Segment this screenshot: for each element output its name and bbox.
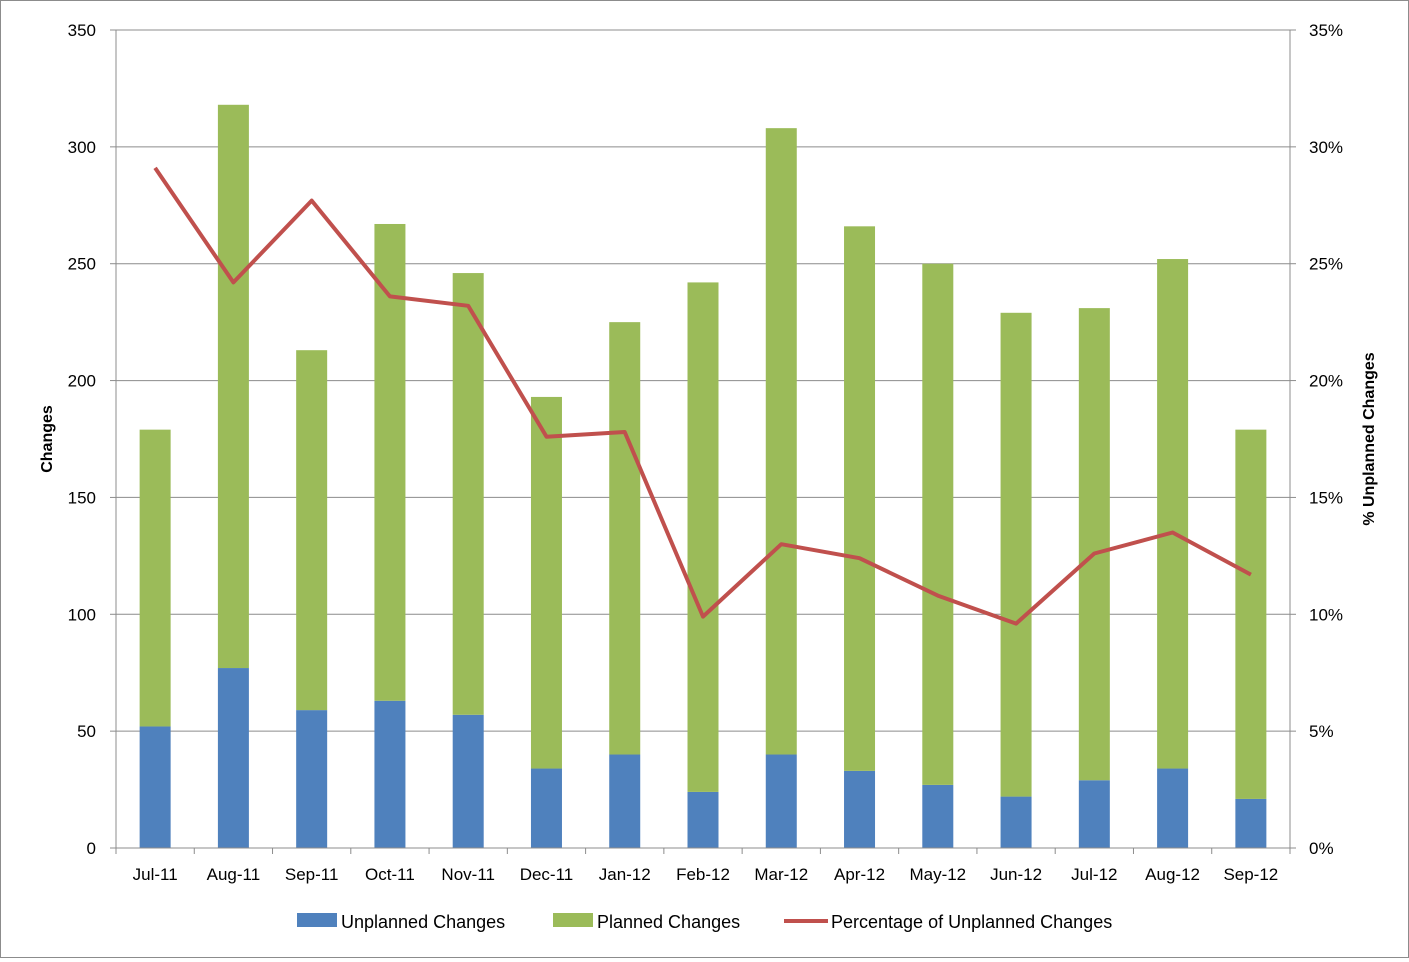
bar-planned xyxy=(296,350,328,711)
bar-planned xyxy=(1235,429,1267,799)
y2-tick-label: 15% xyxy=(1309,488,1343,507)
bar-planned xyxy=(844,226,876,771)
bars xyxy=(139,104,1267,848)
axes xyxy=(110,29,1296,854)
bar-unplanned xyxy=(922,784,954,848)
tick-labels: 0 0% 50 5% 100 10% 150 15% 200 20% 250 25% 300 30% 350… xyxy=(68,21,1343,884)
percentage-line xyxy=(153,166,1252,626)
x-tick-label: Sep-12 xyxy=(1223,865,1278,884)
legend: Unplanned Changes Planned Changes Percen… xyxy=(297,912,1112,932)
x-tick-label: Apr-12 xyxy=(834,865,885,884)
x-tick-label: Oct-11 xyxy=(365,865,415,884)
x-tick-label: Aug-11 xyxy=(207,865,261,884)
bar-unplanned xyxy=(687,791,719,848)
bar-planned xyxy=(374,223,406,701)
bar-planned xyxy=(1000,312,1032,797)
x-tick-label: Aug-12 xyxy=(1145,865,1200,884)
x-tick-label: Sep-11 xyxy=(285,865,339,884)
y2-axis-title: % Unplanned Changes xyxy=(1361,352,1378,525)
x-tick-label: Dec-11 xyxy=(520,865,574,884)
y2-tick-label: 20% xyxy=(1309,372,1343,391)
y2-tick-label: 5% xyxy=(1309,722,1334,741)
legend-label-percentage: Percentage of Unplanned Changes xyxy=(831,912,1112,932)
y-tick-label: 50 xyxy=(77,722,96,741)
x-tick-label: Jun-12 xyxy=(990,865,1042,884)
bar-unplanned xyxy=(296,710,328,848)
bar-unplanned xyxy=(1078,780,1110,848)
bar-planned xyxy=(922,263,954,785)
legend-swatch-planned xyxy=(553,913,593,927)
bar-unplanned xyxy=(844,770,876,848)
y2-tick-label: 10% xyxy=(1309,605,1343,624)
x-tick-label: Feb-12 xyxy=(676,865,730,884)
bar-unplanned xyxy=(1157,768,1189,848)
bar-planned xyxy=(217,104,249,669)
x-tick-label: Jan-12 xyxy=(599,865,651,884)
bar-planned xyxy=(530,396,562,769)
bar-planned xyxy=(452,273,484,715)
legend-label-unplanned: Unplanned Changes xyxy=(341,912,505,932)
bar-unplanned xyxy=(217,668,249,848)
y-tick-label: 0 xyxy=(87,839,96,858)
y-tick-label: 150 xyxy=(68,488,96,507)
x-tick-label: Jul-12 xyxy=(1071,865,1117,884)
y-tick-label: 100 xyxy=(68,605,96,624)
bar-unplanned xyxy=(1000,796,1032,848)
y2-tick-label: 30% xyxy=(1309,138,1343,157)
x-tick-label: Mar-12 xyxy=(754,865,808,884)
percentage-series-line xyxy=(153,166,1252,626)
x-tick-label: Jul-11 xyxy=(133,865,178,884)
legend-swatch-unplanned xyxy=(297,913,337,927)
y2-tick-label: 0% xyxy=(1309,839,1334,858)
y-tick-label: 350 xyxy=(68,21,96,40)
legend-label-planned: Planned Changes xyxy=(597,912,740,932)
y-tick-label: 250 xyxy=(68,255,96,274)
bar-planned xyxy=(765,128,797,755)
y2-tick-label: 25% xyxy=(1309,255,1343,274)
bar-unplanned xyxy=(1235,798,1267,848)
bar-planned xyxy=(609,322,641,755)
bar-unplanned xyxy=(609,754,641,848)
bar-unplanned xyxy=(530,768,562,848)
bar-planned xyxy=(1078,308,1110,781)
bar-planned xyxy=(1157,259,1189,769)
y2-tick-label: 35% xyxy=(1309,21,1343,40)
bar-unplanned xyxy=(452,714,484,848)
bar-unplanned xyxy=(139,726,171,848)
x-tick-label: May-12 xyxy=(909,865,966,884)
x-tick-label: Nov-11 xyxy=(441,865,495,884)
bar-planned xyxy=(139,429,171,727)
y-tick-label: 300 xyxy=(68,138,96,157)
y-axis-title: Changes xyxy=(39,405,56,473)
bar-unplanned xyxy=(765,754,797,848)
bar-planned xyxy=(687,282,719,792)
bar-unplanned xyxy=(374,700,406,848)
y-tick-label: 200 xyxy=(68,372,96,391)
